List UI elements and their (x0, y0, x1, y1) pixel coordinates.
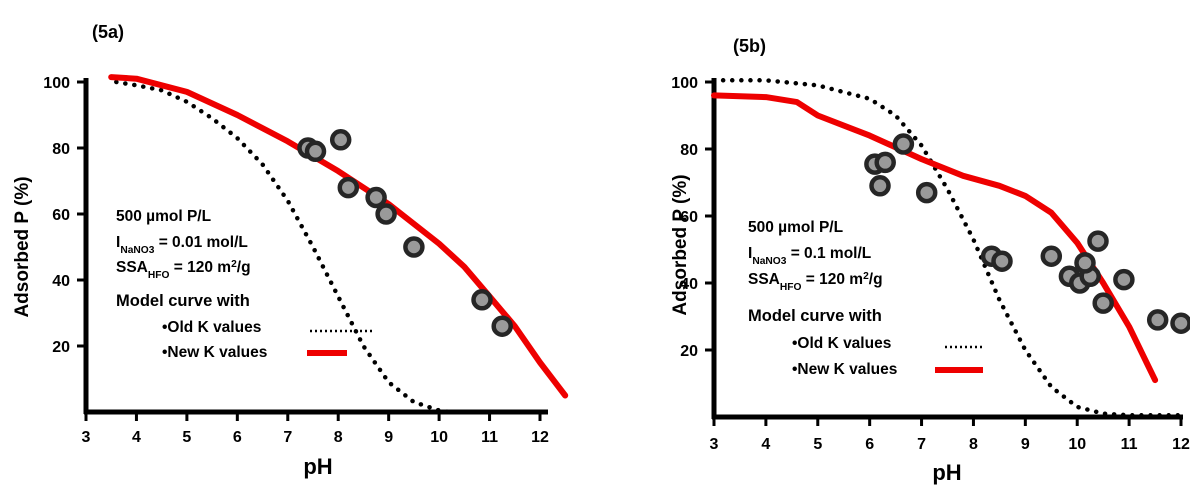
data-point (1170, 312, 1190, 334)
data-point (1074, 252, 1096, 274)
annotation-surface-area: SSAHFO = 120 m2/g (116, 259, 251, 281)
legend-old-k-label: •Old K values (162, 319, 261, 336)
data-point (1092, 292, 1114, 314)
data-point (337, 176, 360, 199)
x-tick-label: 4 (132, 429, 141, 446)
data-point (329, 129, 352, 151)
data-point (403, 236, 425, 258)
old-k-model-line (711, 78, 1184, 418)
y-tick-label: 20 (680, 343, 698, 360)
x-tick-label: 12 (531, 429, 549, 446)
annotation-surface-area: SSAHFO = 120 m2/g (748, 271, 883, 293)
annotation-concentration: 500 µmol P/L (116, 208, 211, 225)
x-tick-label: 9 (384, 429, 393, 446)
panel-label: (5b) (733, 36, 766, 56)
x-tick-label: 12 (1172, 436, 1190, 453)
x-tick-label: 10 (430, 429, 448, 446)
data-point (471, 289, 493, 311)
legend-title: Model curve with (748, 307, 882, 325)
panel-label: (5a) (92, 22, 124, 42)
x-tick-label: 5 (813, 436, 822, 453)
annotation-ionic-strength: INaNO3 = 0.01 mol/L (116, 234, 248, 256)
annotation-ionic-strength: INaNO3 = 0.1 mol/L (748, 245, 871, 267)
legend-new-k-label: •New K values (792, 361, 897, 378)
data-point (304, 140, 327, 163)
x-tick-label: 4 (761, 436, 770, 453)
x-tick-label: 10 (1068, 436, 1086, 453)
x-tick-label: 3 (82, 429, 91, 446)
y-tick-label: 40 (52, 273, 70, 290)
y-tick-label: 60 (680, 209, 698, 226)
y-tick-label: 80 (680, 142, 698, 159)
old-k-model-line (114, 79, 452, 415)
data-point (892, 133, 915, 155)
data-point (1040, 245, 1063, 267)
panel-5b: (5b) 3 4 5 6 7 8 9 10 11 12 20 40 60 80 100 Adsorbed P … (670, 36, 1190, 485)
x-tick-label: 8 (334, 429, 343, 446)
y-tick-label: 80 (52, 141, 70, 158)
legend-title: Model curve with (116, 292, 250, 310)
y-tick-label: 100 (671, 75, 698, 92)
y-tick-label: 40 (680, 276, 698, 293)
x-tick-label: 7 (283, 429, 292, 446)
x-tick-label: 6 (865, 436, 874, 453)
legend-old-k-label: •Old K values (792, 335, 891, 352)
data-point (915, 181, 938, 204)
y-tick-label: 20 (52, 339, 70, 356)
legend-new-k-label: •New K values (162, 344, 267, 361)
data-point (365, 186, 387, 209)
x-tick-label: 3 (710, 436, 719, 453)
data-point (1113, 268, 1135, 291)
panel-5a: (5a) 3 4 5 6 7 8 9 10 11 12 20 40 60 80 100 Adsorbed P … (12, 22, 569, 479)
x-tick-label: 11 (1121, 436, 1138, 453)
y-tick-label: 100 (43, 75, 70, 92)
data-point (991, 250, 1013, 272)
annotation-concentration: 500 µmol P/L (748, 219, 843, 236)
data-point (1087, 230, 1109, 252)
x-tick-label: 11 (481, 429, 498, 446)
x-tick-label: 5 (182, 429, 191, 446)
x-axis-label: pH (303, 454, 332, 479)
x-axis-label: pH (932, 460, 961, 485)
data-point (874, 151, 896, 174)
x-tick-label: 9 (1021, 436, 1030, 453)
y-axis-label: Adsorbed P (%) (12, 176, 33, 317)
data-point (869, 175, 891, 197)
data-point (375, 203, 397, 225)
x-tick-label: 8 (969, 436, 978, 453)
data-point (1146, 309, 1169, 331)
y-axis-label: Adsorbed P (%) (670, 174, 691, 315)
x-tick-label: 6 (233, 429, 242, 446)
x-tick-label: 7 (917, 436, 926, 453)
data-point (491, 315, 513, 337)
y-tick-label: 60 (52, 207, 70, 224)
